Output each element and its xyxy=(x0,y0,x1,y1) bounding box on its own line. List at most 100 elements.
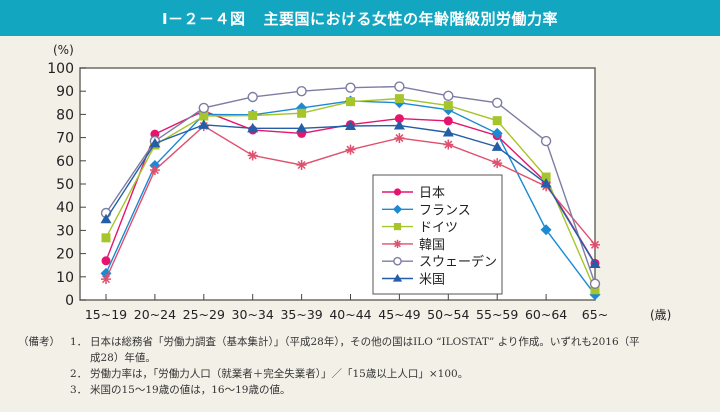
marker-open-circle xyxy=(296,86,307,97)
x-axis-unit-label: (歳) xyxy=(650,308,671,322)
note-text: 労働力率は，「労働力人口（就業者＋完全失業者）」／「15歳以上人口」×100。 xyxy=(90,368,469,380)
legend-item: ドイツ xyxy=(382,221,458,236)
marker-square xyxy=(346,97,355,107)
marker-triangle xyxy=(589,258,601,269)
marker-diamond xyxy=(540,224,552,236)
legend-box xyxy=(372,174,503,295)
note-number: 1． xyxy=(70,336,88,348)
legend-label: 日本 xyxy=(419,186,445,201)
marker-open-circle xyxy=(198,102,210,114)
x-tick-label: 30~34 xyxy=(232,307,274,322)
marker-triangle xyxy=(442,126,454,137)
marker-circle xyxy=(443,116,453,126)
marker-triangle xyxy=(345,120,356,130)
marker-triangle xyxy=(393,120,405,130)
marker-diamond xyxy=(392,204,403,214)
note-1-continued: 成28）年値。 xyxy=(18,350,718,366)
x-tick-label: 50~54 xyxy=(427,307,469,322)
marker-triangle xyxy=(149,137,161,148)
marker-asterisk xyxy=(443,139,454,150)
marker-asterisk xyxy=(101,274,111,285)
y-tick-label: 10 xyxy=(56,270,74,286)
y-tick-label: 0 xyxy=(65,293,74,309)
line-chart: 0 10 20 30 40 50 60 70 80 90 100 15~19 20~24 25~29 30~… xyxy=(47,43,671,322)
series-スウェーデン xyxy=(100,81,601,289)
legend-item: 日本 xyxy=(382,186,445,201)
note-number: 2． xyxy=(70,368,88,380)
note-text: 米国の15～19歳の値は，16～19歳の値。 xyxy=(90,384,291,396)
legend-label: 米国 xyxy=(419,273,445,288)
legend-item: スウェーデン xyxy=(382,254,497,270)
marker-open-circle xyxy=(393,256,402,266)
x-tick-label: 35~39 xyxy=(280,307,322,322)
x-tick-label: 65~ xyxy=(582,307,608,322)
marker-triangle xyxy=(296,122,308,133)
marker-open-circle xyxy=(589,278,601,289)
marker-square xyxy=(248,111,258,121)
note-text: 成28）年値。 xyxy=(90,352,156,364)
y-tick-label: 30 xyxy=(56,223,74,239)
marker-triangle xyxy=(198,119,210,129)
marker-square xyxy=(541,172,551,182)
x-tick-label: 40~44 xyxy=(329,307,371,322)
plot-area xyxy=(80,68,595,300)
figure-title: 主要国における女性の年齢階級別労働力率 xyxy=(263,9,559,28)
note-text: 日本は総務省「労働力調査（基本集計）」（平成28年），その他の国はILO “IL… xyxy=(90,336,640,348)
marker-asterisk xyxy=(394,133,405,144)
note-1: （備考） 1． 日本は総務省「労働力調査（基本集計）」（平成28年），その他の国… xyxy=(18,334,718,350)
y-tick-label: 70 xyxy=(56,131,74,147)
marker-triangle xyxy=(100,213,112,224)
y-tick-label: 50 xyxy=(56,177,74,193)
marker-asterisk xyxy=(345,144,356,155)
marker-asterisk xyxy=(393,239,402,248)
figure-title-bar: Ⅰ－２－４図 主要国における女性の年齢階級別労働力率 xyxy=(0,0,720,36)
marker-square xyxy=(199,111,209,121)
marker-asterisk xyxy=(590,239,600,250)
legend-label: ドイツ xyxy=(419,221,458,236)
note-3: 3． 米国の15～19歳の値は，16～19歳の値。 xyxy=(18,382,718,398)
marker-square xyxy=(492,116,502,126)
y-tick-label: 90 xyxy=(56,84,74,100)
note-number: 3． xyxy=(70,384,88,396)
legend-label: スウェーデン xyxy=(419,254,497,270)
legend-label: 韓国 xyxy=(419,238,445,253)
notes-head: （備考） xyxy=(18,336,60,348)
series-layer xyxy=(100,81,601,301)
y-tick-label: 80 xyxy=(56,107,74,123)
x-tick-label: 45~49 xyxy=(378,307,420,322)
legend-label: フランス xyxy=(419,203,471,218)
marker-asterisk xyxy=(296,159,307,170)
marker-circle xyxy=(101,256,111,266)
marker-asterisk xyxy=(492,158,503,169)
marker-circle xyxy=(393,188,402,196)
y-axis-unit-label: (%) xyxy=(53,43,74,57)
marker-open-circle xyxy=(492,97,503,109)
notes: （備考） 1． 日本は総務省「労働力調査（基本集計）」（平成28年），その他の国… xyxy=(18,334,718,398)
marker-open-circle xyxy=(540,135,552,147)
marker-open-circle xyxy=(345,82,356,93)
y-tick-label: 60 xyxy=(56,154,74,170)
marker-circle xyxy=(394,114,404,124)
legend-item: フランス xyxy=(382,203,471,218)
marker-open-circle xyxy=(443,90,454,102)
x-tick-label: 55~59 xyxy=(476,307,518,322)
marker-asterisk xyxy=(149,165,160,176)
y-tick-label: 100 xyxy=(47,61,74,77)
marker-asterisk xyxy=(247,150,258,161)
marker-square xyxy=(394,94,404,104)
x-tick-label: 60~64 xyxy=(525,307,567,322)
marker-square xyxy=(393,223,402,231)
figure-number: Ⅰ－２－４図 xyxy=(161,9,246,28)
marker-square xyxy=(443,101,453,111)
marker-triangle xyxy=(392,273,403,282)
x-tick-label: 20~24 xyxy=(134,307,176,322)
marker-triangle xyxy=(540,178,552,188)
y-tick-label: 20 xyxy=(56,247,74,263)
axes: 0 10 20 30 40 50 60 70 80 90 100 15~19 20~24 25~29 30~… xyxy=(47,61,608,322)
series-米国 xyxy=(100,119,601,269)
legend-item: 米国 xyxy=(382,273,445,288)
marker-square xyxy=(590,285,600,295)
marker-open-circle xyxy=(394,81,405,92)
legend-item: 韓国 xyxy=(382,238,445,253)
